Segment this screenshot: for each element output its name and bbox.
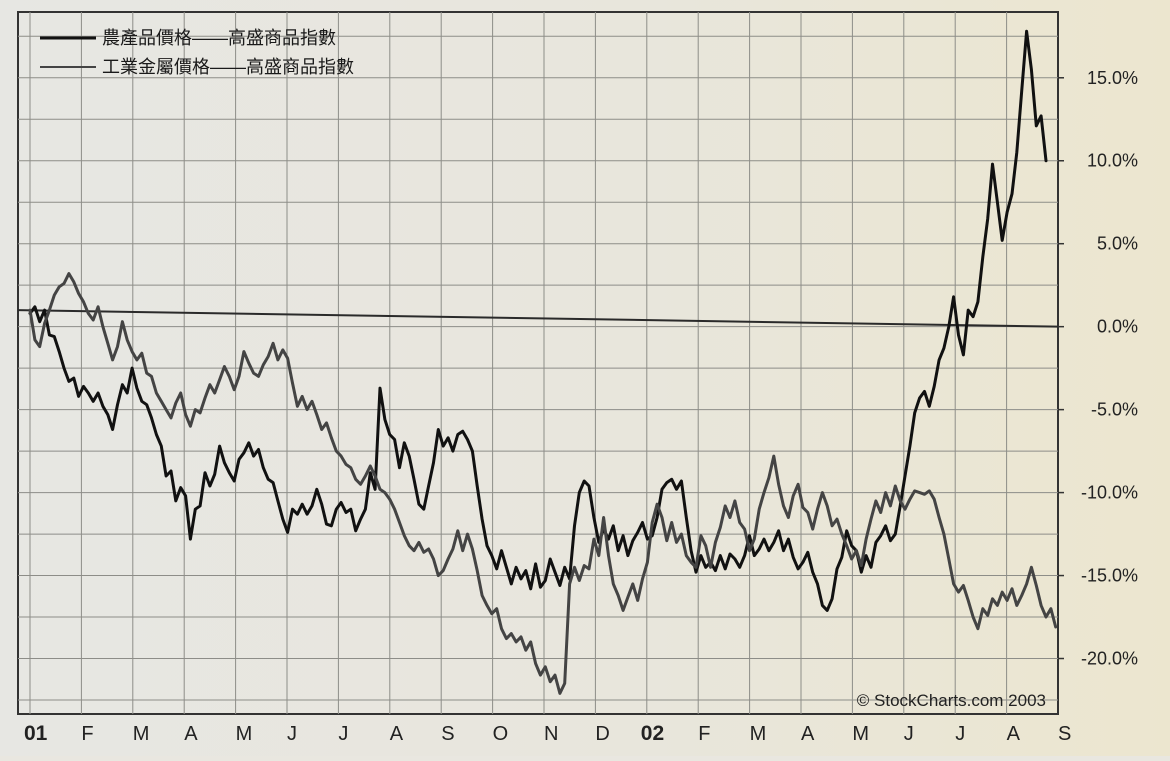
x-axis: 01 F M A M J J A S O N D 02 F M A M J J A S (24, 722, 1071, 745)
copyright-watermark: © StockCharts.com 2003 (857, 691, 1046, 710)
x-tick-label: S (441, 723, 454, 745)
legend: 農產品價格——高盛商品指數 工業金屬價格——高盛商品指數 (40, 28, 354, 77)
x-tick-label: M (750, 723, 767, 745)
y-tick-label: -5.0% (1091, 400, 1138, 420)
x-tick-label: 02 (641, 722, 664, 745)
grid (18, 12, 1058, 714)
reference-line-layer (17, 309, 1059, 328)
x-tick-label: N (544, 723, 558, 745)
legend-label-series-2: 工業金屬價格——高盛商品指數 (102, 57, 354, 77)
x-tick-label: A (1007, 723, 1021, 745)
y-tick-label: 5.0% (1097, 234, 1138, 254)
x-tick-label: J (287, 723, 297, 745)
x-tick-label: 01 (24, 722, 48, 745)
zero-reference-line (17, 309, 1059, 328)
series-line-1 (28, 29, 1048, 612)
y-axis: 15.0% 10.0% 5.0% 0.0% -5.0% -10.0% -15.0% -20.0… (1058, 68, 1138, 669)
series-layer (28, 29, 1058, 695)
x-tick-label: F (698, 723, 710, 745)
x-tick-label: M (133, 723, 150, 745)
y-tick-label: -15.0% (1081, 566, 1138, 586)
x-tick-label: J (955, 723, 965, 745)
legend-label-series-1: 農產品價格——高盛商品指數 (102, 28, 336, 48)
x-tick-label: J (338, 723, 348, 745)
x-tick-label: D (595, 723, 609, 745)
plot-frame (17, 11, 1059, 715)
x-tick-label: J (904, 723, 914, 745)
x-tick-label: O (493, 723, 509, 745)
x-tick-label: A (390, 723, 404, 745)
series-line-2 (28, 272, 1058, 695)
y-tick-label: -10.0% (1081, 483, 1138, 503)
x-tick-label: A (184, 723, 198, 745)
y-tick-label: 0.0% (1097, 317, 1138, 337)
x-tick-label: M (852, 723, 869, 745)
y-tick-label: 15.0% (1087, 68, 1138, 88)
x-tick-label: M (236, 723, 253, 745)
x-tick-label: S (1058, 723, 1071, 745)
y-tick-label: -20.0% (1081, 649, 1138, 669)
y-tick-label: 10.0% (1087, 151, 1138, 171)
x-tick-label: A (801, 723, 815, 745)
x-tick-label: F (81, 723, 93, 745)
